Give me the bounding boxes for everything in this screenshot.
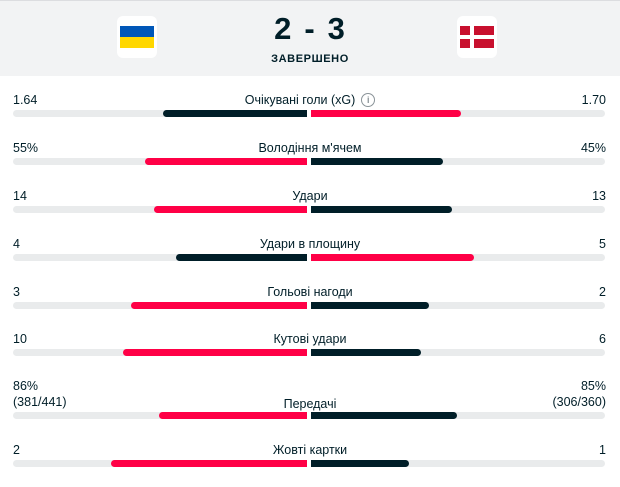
ukraine-flag-icon — [120, 26, 154, 48]
stat-label: Передачі — [283, 397, 337, 411]
stat-label: Жовті картки — [272, 443, 348, 457]
stat-row: 10 6 Кутові удари — [0, 331, 620, 361]
stat-label: Гольові нагоди — [267, 285, 353, 299]
stat-name: Жовті картки — [0, 442, 620, 458]
stat-label: Удари в площину — [259, 237, 361, 251]
home-stat-value: 4 — [13, 237, 20, 251]
home-score: 2 — [274, 11, 293, 46]
home-stat-detail: (381/441) — [13, 395, 67, 409]
away-stat-bar — [311, 110, 461, 117]
away-stat-value: 85% — [580, 379, 606, 393]
home-stat-bar — [111, 460, 307, 467]
away-stat-value: 6 — [599, 332, 606, 346]
away-stat-bar — [311, 158, 443, 165]
away-stat-bar — [311, 302, 429, 309]
stat-row: 55% 45% Володіння м'ячем — [0, 140, 620, 170]
away-stat-detail: (306/360) — [552, 395, 606, 409]
home-stat-value: 86% — [13, 379, 39, 393]
stat-row: 1.64 1.70 Очікувані голи (xG) i — [0, 92, 620, 122]
away-stat-track — [311, 206, 605, 213]
away-score: 3 — [327, 11, 346, 46]
match-header: 2-3 ЗАВЕРШЕНО — [0, 0, 620, 76]
home-team-flag[interactable] — [117, 16, 157, 58]
home-stat-track — [13, 110, 307, 117]
away-stat-track — [311, 302, 605, 309]
away-stat-value: 2 — [599, 285, 606, 299]
home-stat-value: 2 — [13, 443, 20, 457]
stat-name: Гольові нагоди — [0, 284, 620, 300]
home-stat-track — [13, 302, 307, 309]
home-stat-value: 1.64 — [13, 93, 38, 107]
home-stat-value: 14 — [13, 189, 27, 203]
stat-name: Кутові удари — [0, 331, 620, 347]
home-stat-bar — [145, 158, 307, 165]
stat-name: Володіння м'ячем — [0, 140, 620, 156]
home-stat-bar — [159, 412, 307, 419]
away-stat-value: 1 — [599, 443, 606, 457]
stat-row: 3 2 Гольові нагоди — [0, 284, 620, 314]
away-stat-bar — [311, 206, 452, 213]
away-stat-value: 1.70 — [581, 93, 606, 107]
home-stat-track — [13, 254, 307, 261]
home-stat-track — [13, 412, 307, 419]
away-stat-value: 13 — [592, 189, 606, 203]
match-status: ЗАВЕРШЕНО — [271, 53, 349, 65]
home-stat-bar — [123, 349, 307, 356]
stat-label: Очікувані голи (xG) — [244, 93, 356, 107]
info-icon[interactable]: i — [361, 93, 376, 107]
away-stat-bar — [311, 349, 421, 356]
stat-name: Передачі — [0, 396, 620, 412]
away-stat-value: 45% — [580, 141, 606, 155]
home-stat-value: 3 — [13, 285, 20, 299]
away-stat-track — [311, 158, 605, 165]
away-stat-track — [311, 110, 605, 117]
stat-row: 4 5 Удари в площину — [0, 236, 620, 266]
denmark-flag-icon — [460, 26, 494, 48]
stat-row: 2 1 Жовті картки — [0, 442, 620, 472]
away-stat-bar — [311, 412, 457, 419]
stat-row: 86% 85% (381/441) (306/360) Передачі — [0, 378, 620, 419]
away-stat-track — [311, 412, 605, 419]
away-stat-track — [311, 460, 605, 467]
score-separator: - — [304, 11, 316, 46]
match-score: 2-3 — [0, 11, 620, 47]
home-stat-value: 10 — [13, 332, 27, 346]
home-stat-bar — [163, 110, 307, 117]
stat-label: Кутові удари — [273, 332, 347, 346]
home-stat-bar — [131, 302, 307, 309]
home-stat-value: 55% — [13, 141, 39, 155]
home-stat-track — [13, 206, 307, 213]
away-team-flag[interactable] — [457, 16, 497, 58]
home-stat-bar — [176, 254, 307, 261]
stat-row: 14 13 Удари — [0, 188, 620, 218]
stat-label: Володіння м'ячем — [258, 141, 362, 155]
away-stat-value: 5 — [599, 237, 606, 251]
home-stat-track — [13, 158, 307, 165]
home-stat-track — [13, 460, 307, 467]
away-stat-bar — [311, 460, 409, 467]
away-stat-bar — [311, 254, 474, 261]
stat-name: Удари в площину — [0, 236, 620, 252]
stat-name: Удари — [0, 188, 620, 204]
home-stat-bar — [154, 206, 307, 213]
stat-label: Удари — [292, 189, 328, 203]
home-stat-track — [13, 349, 307, 356]
away-stat-track — [311, 349, 605, 356]
stat-name: Очікувані голи (xG) i — [0, 92, 620, 108]
away-stat-track — [311, 254, 605, 261]
